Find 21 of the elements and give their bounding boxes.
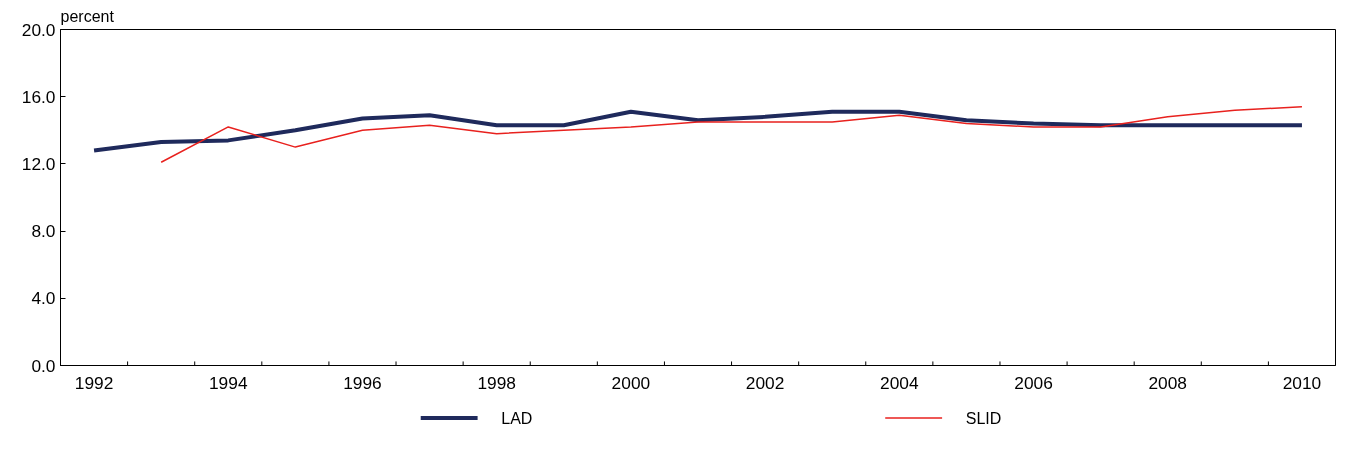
- legend-label: LAD: [501, 409, 533, 427]
- y-tick-label: 0.0: [31, 355, 56, 376]
- x-tick-label: 1998: [477, 372, 516, 393]
- y-tick-label: 4.0: [31, 288, 56, 309]
- x-tick-label: 2006: [1014, 372, 1053, 393]
- y-tick-label: 16.0: [21, 86, 56, 107]
- line-series: [160, 106, 1303, 163]
- x-tick-label: 1992: [74, 372, 114, 393]
- y-tick-label: 12.0: [21, 153, 56, 174]
- y-axis-title: percent: [60, 7, 115, 25]
- y-tick-label: 8.0: [31, 221, 56, 242]
- x-tick-label: 2010: [1282, 372, 1322, 393]
- x-tick-label: 2008: [1148, 372, 1188, 393]
- line-series: [92, 109, 1304, 153]
- x-tick-label: 1996: [343, 372, 382, 393]
- y-tick-label: 20.0: [21, 19, 56, 40]
- x-tick-label: 2004: [880, 372, 919, 393]
- x-tick-label: 2002: [745, 372, 785, 393]
- x-tick-label: 2000: [611, 372, 651, 393]
- x-tick-label: 1994: [208, 372, 248, 393]
- legend-label: SLID: [965, 409, 1002, 427]
